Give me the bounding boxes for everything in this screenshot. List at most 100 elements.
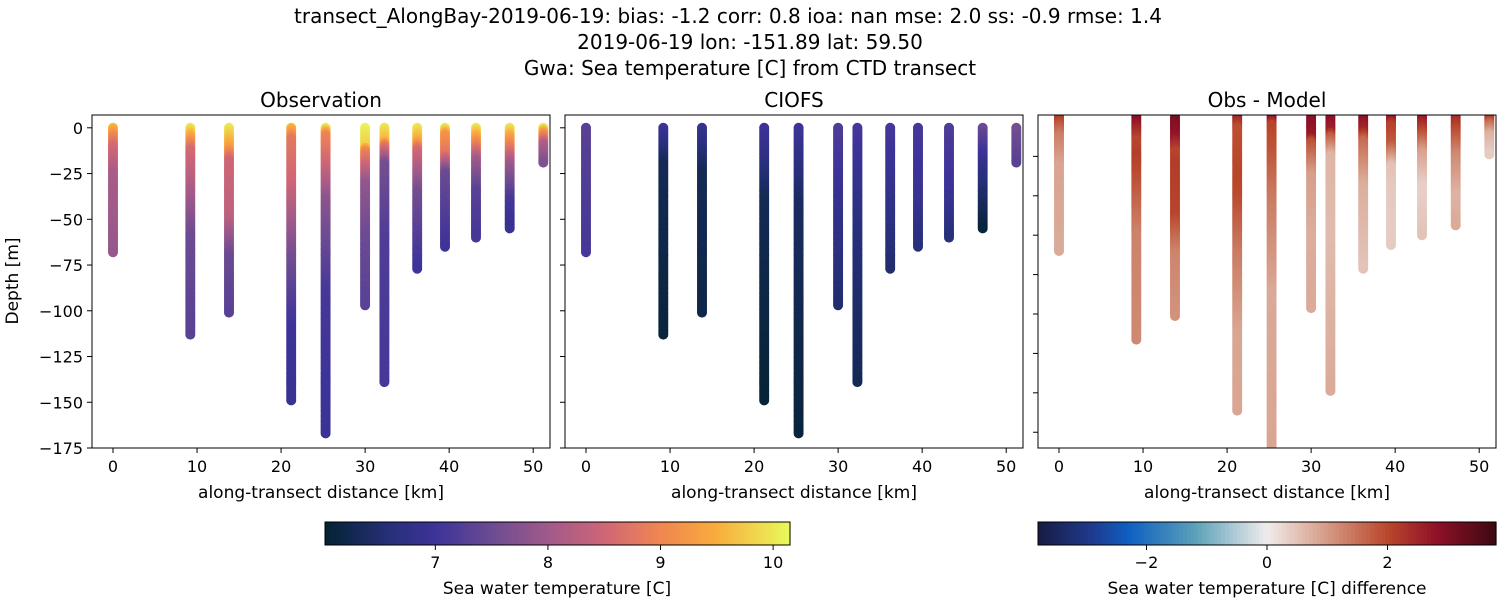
colorbar-segment	[499, 522, 504, 545]
cast-39.5km	[913, 122, 923, 252]
colorbar-segment	[565, 522, 570, 545]
colorbar-segment	[681, 522, 686, 545]
colorbar-segment	[1133, 522, 1138, 545]
x-tick-label: 20	[744, 457, 764, 476]
colorbar-segment	[782, 522, 787, 545]
colorbar-segment	[1038, 522, 1043, 545]
colorbar-segment	[1263, 522, 1268, 545]
colorbar-segment	[487, 522, 493, 545]
y-tick-label: −150	[39, 393, 83, 412]
axes-frame	[91, 114, 551, 449]
data-point	[1054, 246, 1064, 256]
colorbar-segment	[1339, 522, 1344, 545]
colorbar-segment	[1106, 522, 1112, 545]
colorbar-segment	[480, 522, 485, 545]
colorbar-segment	[1347, 522, 1352, 545]
colorbar-segment	[553, 522, 559, 545]
colorbar-segment	[429, 522, 435, 545]
colorbar-segment	[394, 522, 400, 545]
cast-25.3km	[320, 122, 331, 439]
colorbar-segment	[1370, 522, 1375, 545]
colorbar-segment	[1350, 522, 1356, 545]
colorbar-segment	[1286, 522, 1291, 545]
colorbar-segment	[1041, 522, 1047, 545]
x-tick-label: 10	[1133, 457, 1153, 476]
colorbar-segment	[1144, 522, 1150, 545]
data-point	[108, 247, 118, 258]
colorbar-segment	[770, 522, 776, 545]
colorbar-segment	[1492, 522, 1497, 545]
cast-markers	[1054, 115, 1495, 448]
colorbar-segment	[604, 522, 609, 545]
colorbar-segment	[545, 522, 551, 545]
colorbar-segment	[511, 522, 516, 545]
colorbar-segment	[662, 522, 667, 545]
cast-43.2km	[1417, 115, 1427, 241]
colorbar-segment	[371, 522, 376, 545]
colorbar-segment	[1335, 522, 1341, 545]
colorbar-segment	[367, 522, 373, 545]
cast-51.2km	[1484, 115, 1495, 160]
colorbar-segment	[1431, 522, 1436, 545]
cast-markers	[581, 122, 1022, 439]
colorbar-segment	[348, 522, 353, 545]
colorbar-segment	[483, 522, 489, 545]
colorbar-segment	[437, 522, 442, 545]
colorbar-segment	[1473, 522, 1478, 545]
colorbar-segment	[363, 522, 369, 545]
colorbar-segment	[1392, 522, 1398, 545]
colorbar-segment	[1289, 522, 1295, 545]
panel-ciofs: CIOFS along-transect distance [km] 0 10 20…	[560, 88, 1024, 503]
colorbar-segment	[573, 522, 578, 545]
colorbar-segment	[1461, 522, 1467, 545]
colorbar-segment	[611, 522, 617, 545]
colorbar-segment	[704, 522, 710, 545]
cast-markers	[108, 122, 549, 439]
colorbar-segment	[596, 522, 601, 545]
data-point	[1131, 334, 1142, 345]
x-tick-label: 50	[1469, 457, 1489, 476]
data-point	[1011, 157, 1022, 168]
colorbar-difference: Sea water temperature [C] difference −2 0…	[1037, 521, 1497, 599]
colorbar-segment	[728, 522, 733, 545]
colorbar-segment	[495, 522, 500, 545]
colorbar-segment	[1408, 522, 1413, 545]
colorbar-segment	[468, 522, 473, 545]
colorbar-segment	[425, 522, 431, 545]
colorbar-segment	[1091, 522, 1096, 545]
data-point	[1417, 230, 1427, 241]
x-tick-label: 40	[1385, 457, 1405, 476]
colorbar-segment	[762, 522, 768, 545]
x-tick-label: 30	[1301, 457, 1321, 476]
colorbar-segment	[1167, 522, 1173, 545]
colorbar-segment	[1171, 522, 1176, 545]
colorbar-segment	[747, 522, 752, 545]
x-axis-label: along-transect distance [km]	[1144, 483, 1390, 503]
colorbar-segment	[433, 522, 438, 545]
colorbar-segment	[731, 522, 737, 545]
y-axis-label: Depth [m]	[3, 237, 23, 324]
cast-13.8km	[224, 122, 234, 318]
colorbar-segment	[507, 522, 512, 545]
colorbar-segment	[464, 522, 469, 545]
data-point	[224, 307, 234, 318]
x-tick-label: 10	[187, 457, 207, 476]
colorbar-segment	[379, 522, 384, 545]
colorbar-segment	[1488, 522, 1493, 545]
colorbar-segment	[1454, 522, 1459, 545]
panel-title: CIOFS	[764, 88, 823, 112]
colorbar-segment	[1209, 522, 1215, 545]
data-point	[658, 329, 669, 340]
colorbar-segment	[542, 522, 547, 545]
colorbar-segment	[449, 522, 454, 545]
data-point	[360, 300, 371, 311]
colorbar-segment	[1110, 522, 1115, 545]
colorbar-segment	[766, 522, 772, 545]
colorbar-segment	[1469, 522, 1474, 545]
colorbar-tick-label: 9	[655, 553, 665, 572]
colorbar-segment	[1457, 522, 1463, 545]
colorbar-segment	[1232, 522, 1238, 545]
colorbar-segment	[526, 522, 531, 545]
cast-9.2km	[185, 122, 196, 340]
